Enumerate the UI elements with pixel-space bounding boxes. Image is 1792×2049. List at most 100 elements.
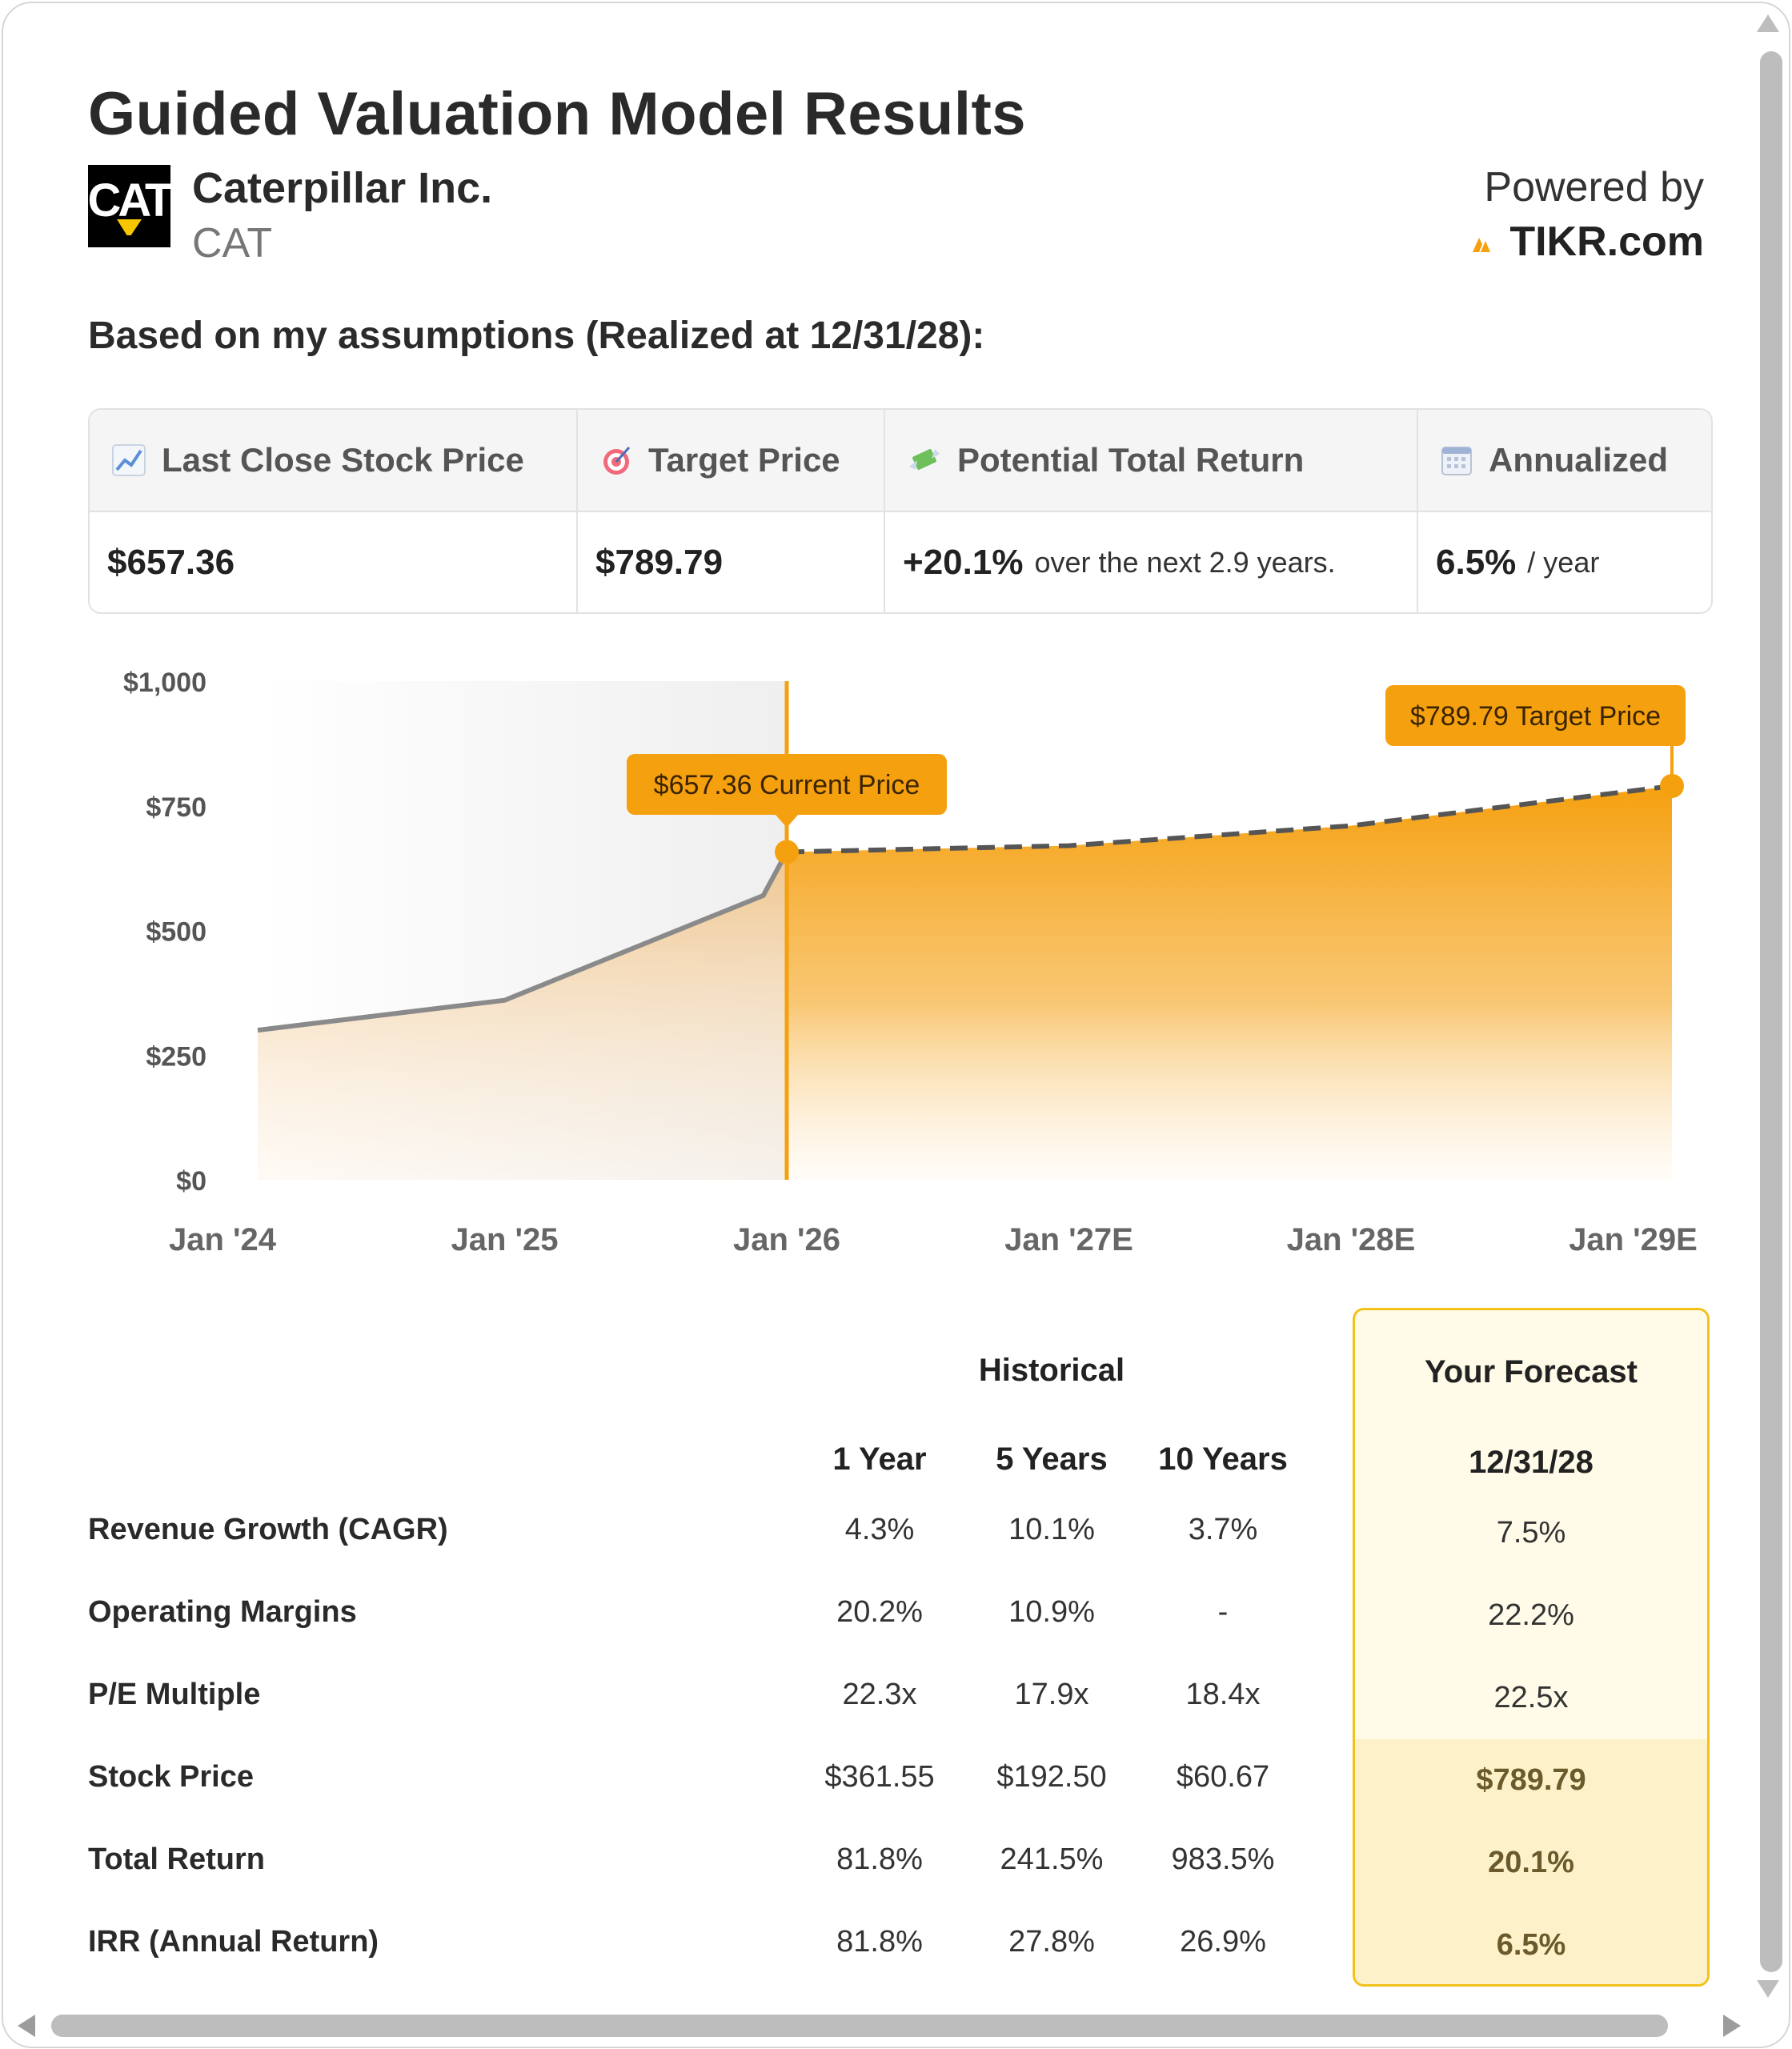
annualized-value: 6.5% — [1436, 542, 1517, 582]
x-tick-label: Jan '29E — [1569, 1222, 1698, 1257]
total-return-label: Potential Total Return — [957, 441, 1305, 479]
historical-value: 241.5% — [1000, 1842, 1104, 1876]
historical-value: 983.5% — [1171, 1842, 1275, 1876]
y-tick-label: $500 — [146, 917, 206, 948]
forecast-results-highlight — [1355, 1739, 1707, 1984]
metric-row-label: Revenue Growth (CAGR) — [88, 1513, 448, 1546]
historical-value: $60.67 — [1176, 1760, 1270, 1794]
money-wings-icon — [909, 449, 940, 470]
price-annotation-box — [1385, 685, 1686, 746]
price-annotation-label: $789.79 Target Price — [1410, 701, 1661, 732]
price-marker-point — [1660, 773, 1684, 798]
chart-increasing-icon — [112, 444, 146, 476]
forecast-price-line — [786, 783, 1673, 855]
metric-row-label: IRR (Annual Return) — [88, 1925, 379, 1959]
calendar-icon — [1441, 447, 1472, 475]
historical-value: $361.55 — [824, 1760, 935, 1794]
column-header: 10 Years — [1158, 1442, 1288, 1477]
target-header: Target Price — [578, 410, 885, 511]
scroll-up-arrow-icon[interactable] — [1757, 14, 1779, 32]
annualized-label: Annualized — [1489, 441, 1669, 479]
y-tick-label: $1,000 — [123, 668, 206, 698]
horizontal-scrollbar[interactable] — [51, 2015, 1668, 2037]
last-close-header: Last Close Stock Price — [90, 410, 578, 511]
forecast-value: 7.5% — [1496, 1516, 1566, 1550]
historical-value: 10.9% — [1008, 1595, 1095, 1629]
x-tick-label: Jan '26 — [733, 1222, 840, 1257]
historical-area — [258, 852, 787, 1180]
x-tick-label: Jan '24 — [169, 1222, 277, 1257]
forecast-heading: Your Forecast — [1425, 1354, 1638, 1389]
historical-heading: Historical — [978, 1353, 1125, 1388]
historical-value: $192.50 — [996, 1760, 1107, 1794]
metric-row-label: Operating Margins — [88, 1595, 357, 1629]
target-icon — [603, 447, 631, 475]
forecast-area — [787, 785, 1672, 1180]
y-tick-label: $250 — [146, 1041, 206, 1072]
scroll-right-arrow-icon[interactable] — [1723, 2015, 1741, 2037]
annotation-pointer — [776, 815, 798, 828]
metric-row-label: Total Return — [88, 1842, 265, 1876]
summary-col-target — [578, 410, 885, 612]
target-value: $789.79 — [595, 542, 724, 582]
summary-table: Last Close Stock Price Target Price Pote… — [88, 408, 1713, 614]
forecast-value: $789.79 — [1476, 1763, 1586, 1797]
historical-value: 81.8% — [836, 1842, 923, 1876]
historical-value: 81.8% — [836, 1925, 923, 1959]
column-header: 5 Years — [996, 1442, 1108, 1477]
forecast-value: 6.5% — [1496, 1928, 1566, 1962]
historical-value: 22.3x — [842, 1678, 917, 1711]
historical-value: 26.9% — [1180, 1925, 1266, 1959]
forecast-value: 20.1% — [1488, 1846, 1574, 1879]
tikr-logo-icon — [1473, 238, 1491, 252]
svg-text:CAT: CAT — [88, 174, 170, 227]
metric-row-label: P/E Multiple — [88, 1678, 261, 1711]
forecast-date-header: 12/31/28 — [1469, 1445, 1594, 1480]
y-tick-label: $750 — [146, 792, 206, 823]
summary-header-row — [90, 410, 1711, 512]
last-close-label: Last Close Stock Price — [162, 441, 524, 479]
provider-name: TIKR.com — [1509, 219, 1704, 265]
total-return-cell: +20.1% over the next 2.9 years. — [885, 512, 1418, 612]
price-annotation-label: $657.36 Current Price — [654, 770, 920, 800]
historical-value: 3.7% — [1188, 1513, 1258, 1546]
forecast-value: 22.2% — [1488, 1598, 1574, 1632]
historical-price-line — [257, 851, 789, 1033]
total-return-value: +20.1% — [903, 542, 1024, 582]
summary-col-total-return — [885, 410, 1418, 612]
last-close-value: $657.36 — [107, 542, 235, 582]
assumptions-heading: Based on my assumptions (Realized at 12/… — [88, 315, 985, 357]
total-return-header: Potential Total Return — [885, 410, 1418, 511]
powered-by-label: Powered by — [1484, 164, 1704, 211]
company-name: Caterpillar Inc. — [192, 164, 493, 212]
summary-col-last-close — [90, 410, 578, 612]
scroll-down-arrow-icon[interactable] — [1757, 1980, 1779, 1998]
page-title: Guided Valuation Model Results — [88, 80, 1027, 148]
historical-value: 17.9x — [1014, 1678, 1089, 1711]
y-tick-label: $0 — [176, 1166, 206, 1197]
annualized-suffix: / year — [1527, 545, 1600, 579]
vertical-scrollbar[interactable] — [1760, 51, 1782, 1972]
provider-link[interactable]: TIKR.com — [1471, 218, 1704, 266]
metric-row-label: Stock Price — [88, 1760, 254, 1794]
historical-value: 20.2% — [836, 1595, 923, 1629]
historical-value: 10.1% — [1008, 1513, 1095, 1546]
historical-value: 18.4x — [1185, 1678, 1261, 1711]
scroll-left-arrow-icon[interactable] — [18, 2015, 35, 2037]
historical-value: 4.3% — [844, 1513, 915, 1546]
price-chart: $1,000 $750 $500 $250 $0 Jan '24 Jan '25 Jan '2… — [123, 668, 1698, 1257]
annualized-header: Annualized — [1418, 410, 1711, 511]
annualized-cell: 6.5% / year — [1418, 512, 1711, 612]
target-label: Target Price — [648, 441, 840, 479]
x-tick-label: Jan '28E — [1287, 1222, 1416, 1257]
x-tick-label: Jan '27E — [1004, 1222, 1133, 1257]
historical-value: 27.8% — [1008, 1925, 1095, 1959]
historical-value: - — [1217, 1595, 1229, 1629]
forecast-column-highlight — [1353, 1308, 1710, 1987]
column-header: 1 Year — [832, 1442, 927, 1477]
price-annotation-box — [627, 754, 947, 815]
total-return-suffix: over the next 2.9 years. — [1034, 545, 1336, 579]
forecast-value: 22.5x — [1493, 1681, 1569, 1714]
company-logo: CAT — [88, 165, 176, 247]
